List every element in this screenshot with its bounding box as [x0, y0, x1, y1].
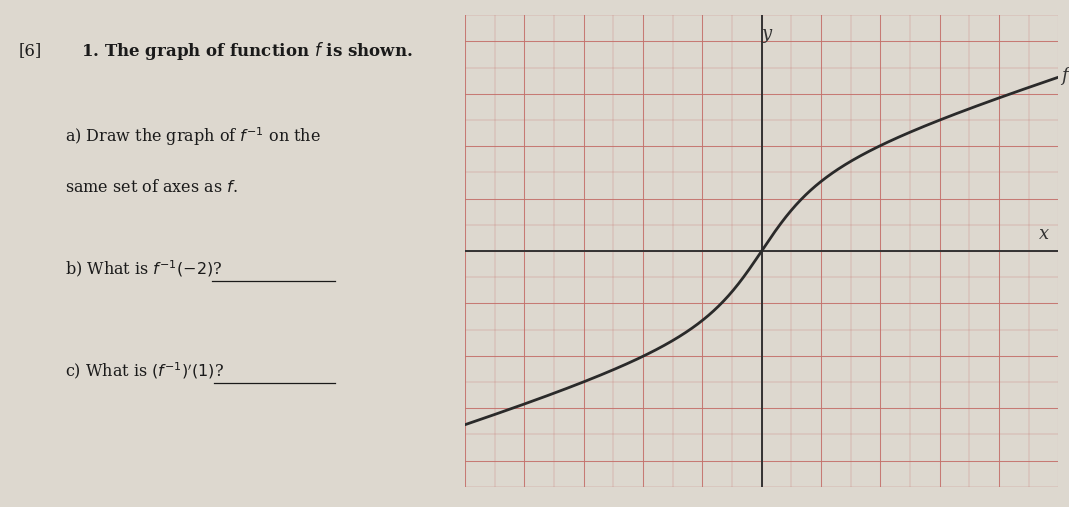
Text: y: y: [761, 25, 772, 43]
Text: 1. The graph of function $f$ is shown.: 1. The graph of function $f$ is shown.: [81, 40, 413, 62]
Text: c) What is $(f^{-1})'(1)$?: c) What is $(f^{-1})'(1)$?: [65, 359, 224, 381]
Text: x: x: [1039, 225, 1050, 243]
Text: a) Draw the graph of $f^{-1}$ on the: a) Draw the graph of $f^{-1}$ on the: [65, 126, 321, 148]
Text: [6]: [6]: [18, 42, 42, 59]
Text: b) What is $f^{-1}(-2)$?: b) What is $f^{-1}(-2)$?: [65, 258, 222, 279]
Text: same set of axes as $f$.: same set of axes as $f$.: [65, 179, 237, 196]
Text: f: f: [1062, 67, 1068, 85]
